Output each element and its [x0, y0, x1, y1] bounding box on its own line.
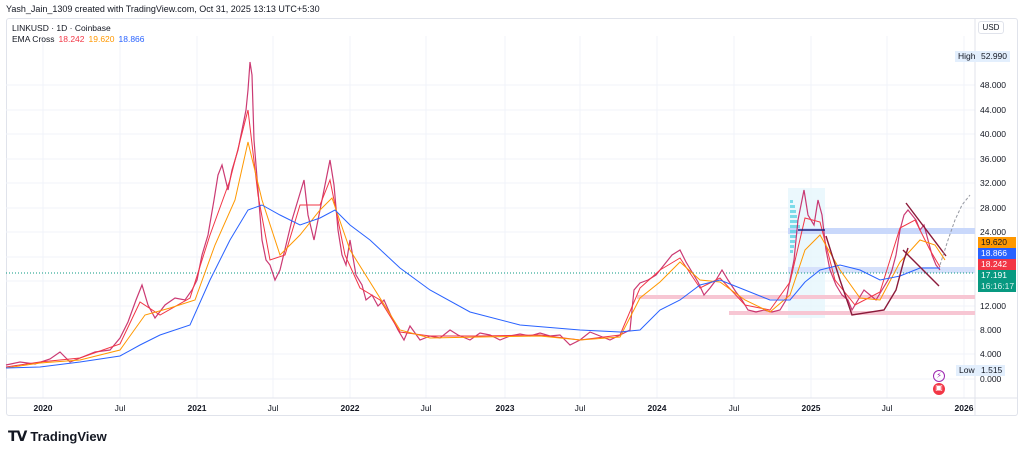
ema-mid-price-tag: 19.620	[978, 237, 1016, 248]
svg-text:2026: 2026	[955, 403, 974, 413]
chart-caption: Yash_Jain_1309 created with TradingView.…	[6, 4, 320, 14]
last-price-tag: 17.191 16:16:17	[978, 270, 1016, 292]
svg-text:Jul: Jul	[882, 403, 893, 413]
svg-text:2025: 2025	[802, 403, 821, 413]
support-zone-blue[interactable]	[788, 267, 975, 273]
ema-long-value: 18.866	[118, 34, 145, 44]
svg-text:12.000: 12.000	[980, 301, 1006, 311]
svg-text:2024: 2024	[648, 403, 667, 413]
tradingview-logo: 𝗧𝗩 TradingView	[8, 428, 107, 445]
chart-frame	[6, 18, 1018, 416]
ema-indicator-name: EMA Cross	[12, 34, 55, 44]
svg-text:Jul: Jul	[729, 403, 740, 413]
volume-profile	[790, 200, 800, 253]
price-axis[interactable]: 48.000 44.000 40.000 36.000 32.000 28.00…	[980, 80, 1006, 384]
svg-text:8.000: 8.000	[980, 325, 1002, 335]
ema-short-value: 18.242	[58, 34, 85, 44]
economic-event-icon[interactable]: ▣	[933, 383, 945, 395]
ema-mid-value: 19.620	[88, 34, 115, 44]
lightning-event-icon[interactable]: ⚡	[933, 370, 945, 382]
svg-text:Jul: Jul	[421, 403, 432, 413]
chart-legend: LINKUSD · 1D · Coinbase EMA Cross 18.242 1…	[12, 23, 145, 45]
channel-lower-line[interactable]	[902, 249, 940, 287]
svg-text:44.000: 44.000	[980, 105, 1006, 115]
price-series	[5, 61, 941, 366]
svg-text:40.000: 40.000	[980, 129, 1006, 139]
brand-name: TradingView	[30, 429, 107, 444]
svg-text:Jul: Jul	[268, 403, 279, 413]
support-zone-pink-upper[interactable]	[637, 295, 975, 299]
ema-short-price-tag: 18.242	[978, 259, 1016, 270]
tradingview-logo-icon: 𝗧𝗩	[8, 428, 27, 444]
svg-text:Jul: Jul	[575, 403, 586, 413]
chart-pattern-drawings[interactable]	[798, 202, 947, 316]
svg-text:Jul: Jul	[115, 403, 126, 413]
ema-long-price-tag: 18.866	[978, 248, 1016, 259]
cup-pattern-line[interactable]	[825, 235, 909, 316]
low-value: 1.515	[978, 365, 1006, 376]
last-price-value: 17.191	[981, 270, 1007, 280]
ema-mid-line	[5, 141, 946, 369]
ema-legend-row[interactable]: EMA Cross 18.242 19.620 18.866	[12, 34, 145, 45]
svg-text:2022: 2022	[341, 403, 360, 413]
ema-short-line	[5, 109, 941, 368]
svg-text:28.000: 28.000	[980, 203, 1006, 213]
resistance-zone-blue[interactable]	[788, 228, 975, 234]
symbol-info[interactable]: LINKUSD · 1D · Coinbase	[12, 23, 111, 33]
svg-text:2021: 2021	[188, 403, 207, 413]
time-axis[interactable]: 2020 Jul 2021 Jul 2022 Jul 2023 Jul 2024…	[34, 403, 974, 413]
bar-countdown: 16:16:17	[981, 281, 1015, 291]
svg-text:0.000: 0.000	[980, 374, 1002, 384]
channel-upper-line[interactable]	[905, 202, 947, 257]
grid-lines	[6, 36, 975, 398]
svg-text:4.000: 4.000	[980, 349, 1002, 359]
svg-text:24.000: 24.000	[980, 227, 1006, 237]
projection-path[interactable]	[939, 194, 971, 266]
svg-text:36.000: 36.000	[980, 154, 1006, 164]
svg-text:2020: 2020	[34, 403, 53, 413]
currency-button[interactable]: USD	[978, 21, 1004, 34]
ema-long-line	[5, 204, 940, 369]
high-label: High	[955, 51, 979, 62]
svg-text:48.000: 48.000	[980, 80, 1006, 90]
low-label: Low	[956, 365, 978, 376]
high-value: 52.990	[978, 51, 1010, 62]
svg-text:2023: 2023	[496, 403, 515, 413]
svg-text:32.000: 32.000	[980, 178, 1006, 188]
